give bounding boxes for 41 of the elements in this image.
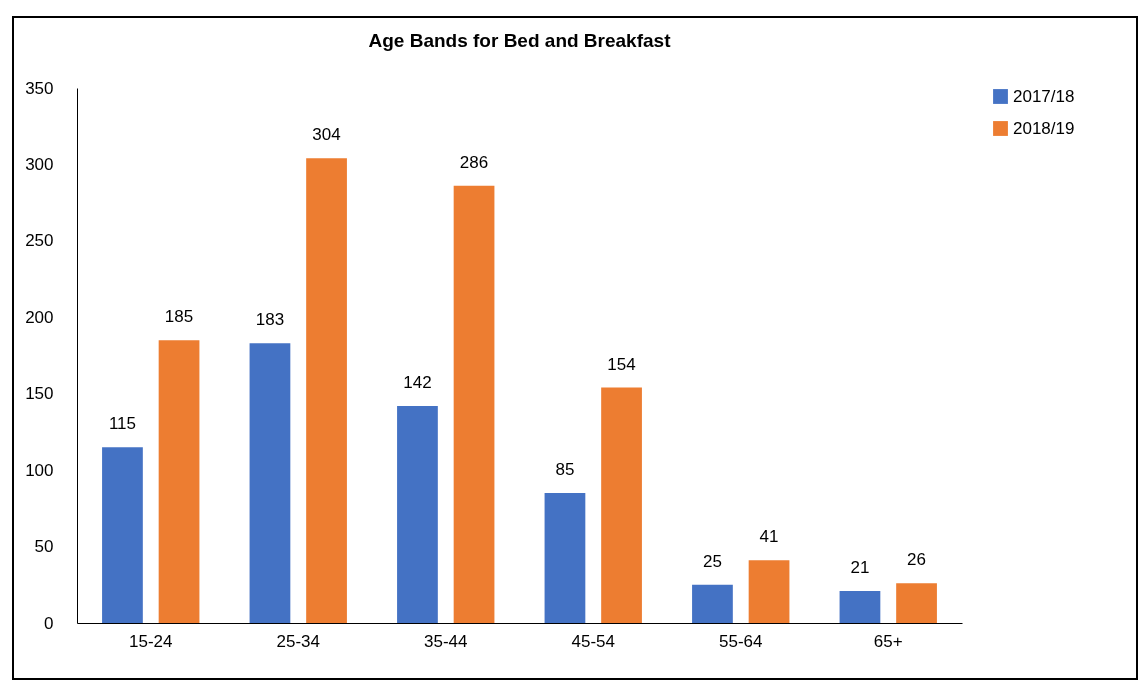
legend-label: 2017/18 <box>1013 86 1075 106</box>
y-tick-label: 150 <box>25 384 54 404</box>
data-label: 41 <box>759 527 779 547</box>
bar <box>601 387 642 623</box>
x-tick-label: 65+ <box>873 631 903 651</box>
y-tick-label: 50 <box>34 537 54 557</box>
x-tick-label: 55-64 <box>719 631 763 651</box>
y-tick-label: 250 <box>25 231 54 251</box>
data-label: 154 <box>607 354 636 374</box>
legend-label: 2018/19 <box>1013 118 1075 138</box>
data-label: 26 <box>907 550 927 570</box>
y-tick-label: 350 <box>25 78 54 98</box>
bar <box>158 340 200 623</box>
data-label: 142 <box>403 372 432 392</box>
x-tick-label: 25-34 <box>276 631 320 651</box>
y-tick-label: 300 <box>25 154 54 174</box>
x-tick-label: 15-24 <box>129 631 173 651</box>
bar <box>306 158 347 623</box>
data-label: 304 <box>312 125 341 145</box>
bar <box>692 584 733 623</box>
chart-title: Age Bands for Bed and Breakfast <box>368 30 672 51</box>
data-label: 21 <box>850 557 870 577</box>
data-label: 183 <box>255 310 285 330</box>
bar <box>748 560 790 623</box>
y-tick-label: 200 <box>25 307 54 327</box>
data-label: 85 <box>555 460 575 480</box>
data-label: 25 <box>702 551 722 571</box>
y-tick-label: 0 <box>44 613 54 633</box>
y-tick-label: 100 <box>25 460 54 480</box>
bar <box>249 343 291 623</box>
x-tick-label: 45-54 <box>571 631 615 651</box>
bar <box>839 590 881 623</box>
data-label: 286 <box>459 152 489 172</box>
bar <box>453 185 495 623</box>
bar <box>102 447 143 623</box>
bar <box>896 583 937 623</box>
data-label: 115 <box>108 414 137 434</box>
x-tick-label: 35-44 <box>424 631 468 651</box>
bar <box>397 405 438 623</box>
data-label: 185 <box>164 307 194 327</box>
bar <box>544 493 586 623</box>
